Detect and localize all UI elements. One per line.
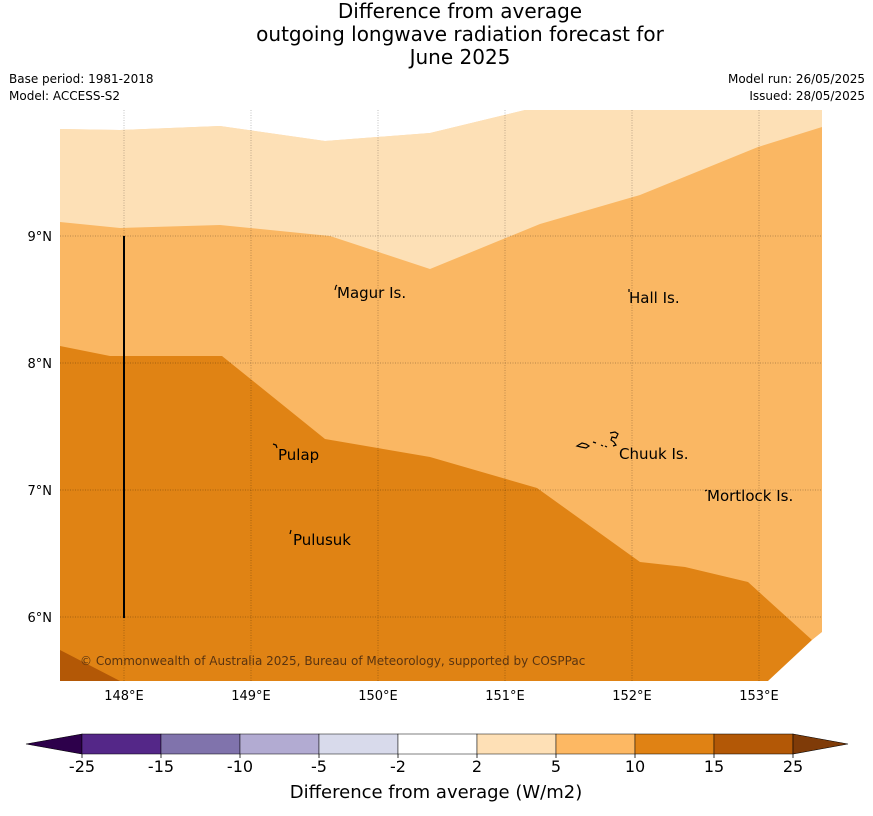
place-label: Mortlock Is. [707, 487, 793, 505]
colorbar-segment [713, 733, 794, 755]
place-label: Pulap [278, 446, 319, 464]
colorbar-segment [476, 733, 557, 755]
colorbar-tick-label: 15 [704, 757, 724, 776]
island-outlines [272, 284, 708, 535]
latitude-labels: 9°N 8°N 7°N 6°N [28, 230, 53, 626]
title-line-2: outgoing longwave radiation forecast for [256, 22, 664, 46]
colorbar-tick-label: 2 [472, 757, 482, 776]
colorbar-segment [397, 733, 478, 755]
lat-label: 7°N [28, 484, 53, 499]
meta-left: Base period: 1981-2018 Model: ACCESS-S2 [9, 71, 154, 105]
colorbar-label: Difference from average (W/m2) [290, 782, 582, 803]
title-line-1: Difference from average [337, 0, 583, 23]
band-2-5-region [60, 110, 822, 269]
colorbar-tick-label: -2 [390, 757, 406, 776]
meta-right: Model run: 26/05/2025 Issued: 28/05/2025 [728, 71, 865, 105]
lon-label: 150°E [358, 689, 398, 704]
place-label: Magur Is. [337, 284, 406, 302]
colorbar-tick-label: 5 [551, 757, 561, 776]
title-line-3: June 2025 [409, 45, 511, 69]
colorbar-segment [81, 733, 162, 755]
place-label: Hall Is. [629, 289, 680, 307]
colorbar-segment [634, 733, 715, 755]
colorbar-segment [318, 733, 399, 755]
lon-label: 148°E [104, 689, 144, 704]
lat-label: 6°N [28, 611, 53, 626]
base-period-text: Base period: 1981-2018 [9, 72, 154, 86]
lon-label: 153°E [739, 689, 779, 704]
lat-label: 9°N [28, 230, 53, 245]
mortlock-island-outline [704, 489, 708, 492]
colorbar: -25 -15 -10 -5 -2 2 5 10 15 25 [25, 733, 849, 776]
white-strip-top [60, 110, 525, 141]
colorbar-tick-label: -10 [227, 757, 253, 776]
place-label: Pulusuk [293, 531, 351, 549]
pulusuk-island-outline [289, 529, 292, 535]
colorbar-segment [160, 733, 241, 755]
colorbar-extend-right [792, 733, 849, 755]
model-text: Model: ACCESS-S2 [9, 89, 121, 103]
place-label: Chuuk Is. [619, 445, 688, 463]
lon-label: 151°E [485, 689, 525, 704]
lat-label: 8°N [28, 357, 53, 372]
credit-text: © Commonwealth of Australia 2025, Bureau… [80, 654, 585, 668]
band-10-15-region [60, 346, 812, 681]
white-corner-bottom-right [768, 632, 822, 681]
colorbar-tick-label: 25 [783, 757, 803, 776]
colorbar-tick-label: -15 [148, 757, 174, 776]
longitude-labels: 148°E 149°E 150°E 151°E 152°E 153°E [104, 689, 779, 704]
model-run-text: Model run: 26/05/2025 [727, 72, 865, 86]
chuuk-lagoon-outline [575, 431, 619, 449]
issued-text: Issued: 28/05/2025 [749, 89, 865, 103]
colorbar-tick-label: -25 [69, 757, 95, 776]
colorbar-tick-label: -5 [311, 757, 327, 776]
map-area: Magur Is. Hall Is. Pulap Chuuk Is. Mortl… [60, 110, 822, 681]
colorbar-extend-left [25, 733, 83, 755]
lon-label: 149°E [231, 689, 271, 704]
colorbar-segment [239, 733, 320, 755]
colorbar-tick-label: 10 [625, 757, 645, 776]
colorbar-segment [555, 733, 636, 755]
chart-title: Difference from average outgoing longwav… [0, 0, 873, 69]
pulap-island-outline [272, 443, 278, 449]
band-15-25-region [60, 650, 120, 681]
lon-label: 152°E [612, 689, 652, 704]
magur-island-outline [334, 284, 338, 291]
